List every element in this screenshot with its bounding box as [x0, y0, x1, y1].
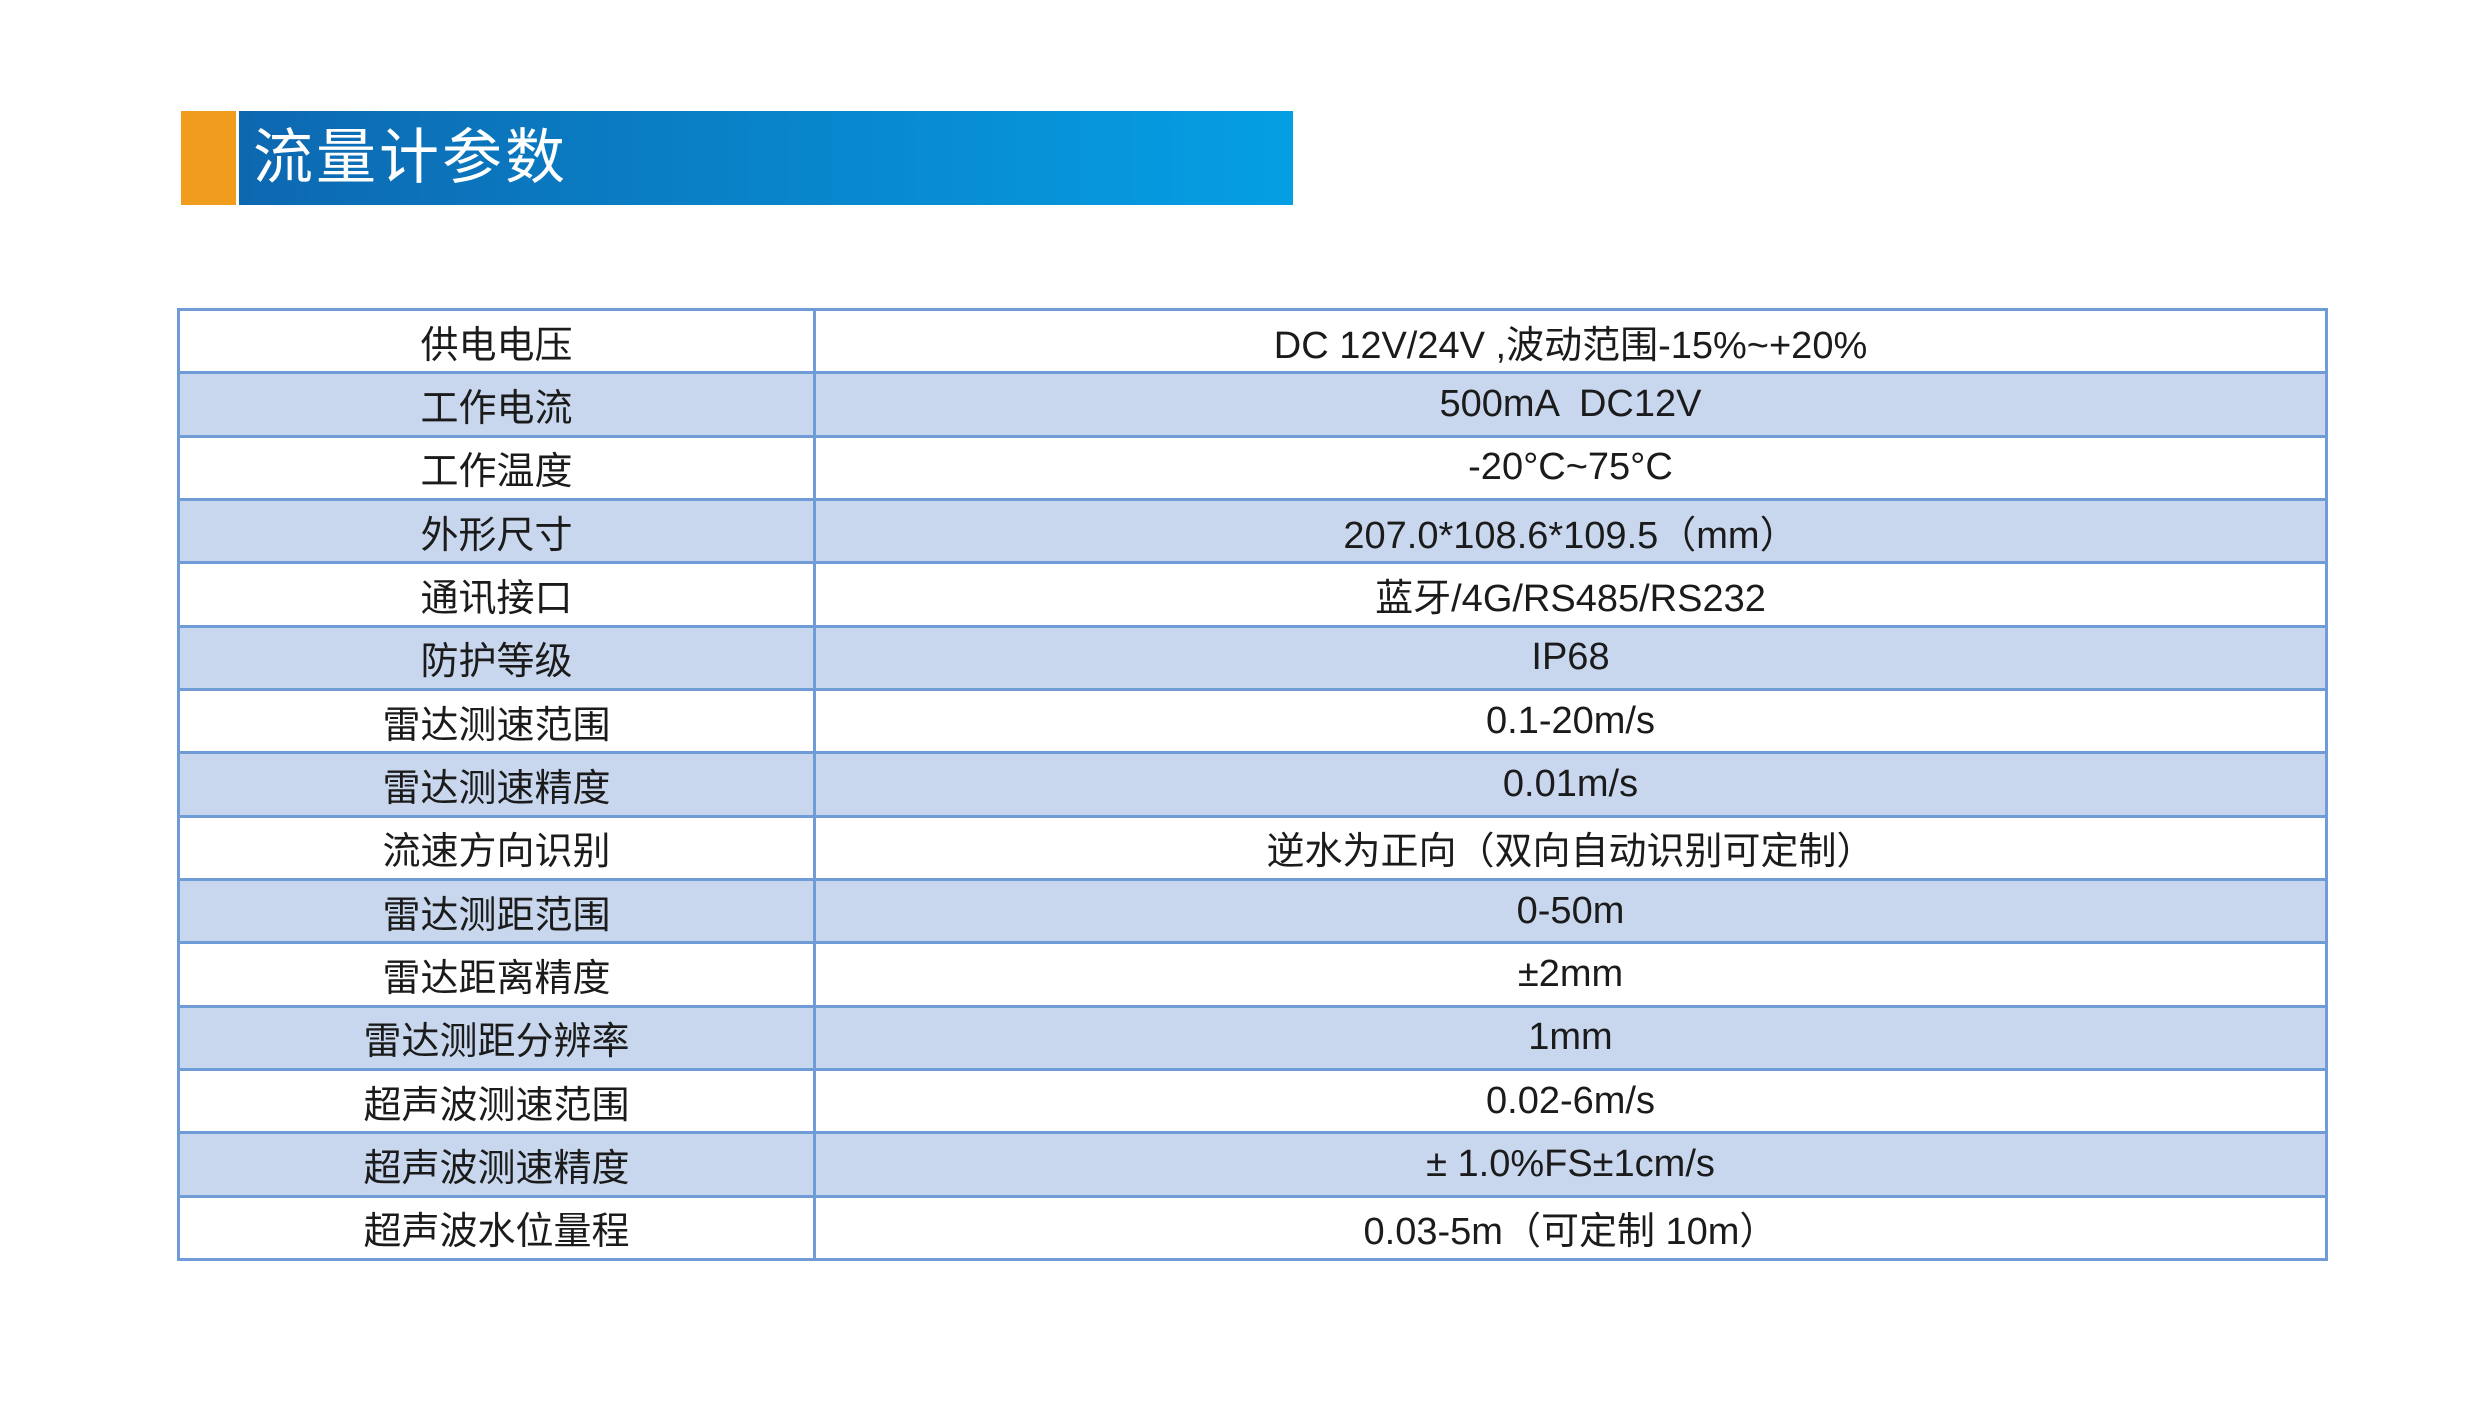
table-row: 雷达测距范围 0-50m: [177, 877, 2328, 945]
spec-table: 供电电压 DC 12V/24V ,波动范围-15%~+20% 工作电流 500mA D…: [177, 307, 2328, 1262]
param-value-cell: 0-50m: [813, 877, 2328, 945]
param-name-cell: 通讯接口: [177, 561, 816, 628]
param-value-cell: 0.1-20m/s: [813, 687, 2328, 755]
param-name-cell: 超声波测速精度: [177, 1131, 816, 1198]
param-value-cell: 蓝牙/4G/RS485/RS232: [813, 561, 2328, 628]
table-row: 工作电流 500mA DC12V: [177, 371, 2328, 438]
param-value-cell: 0.03-5m（可定制 10m）: [813, 1194, 2328, 1262]
section-title-bar: 流量计参数: [239, 111, 1293, 205]
param-value-cell: ±2mm: [813, 941, 2328, 1008]
param-value-cell: 207.0*108.6*109.5（mm）: [813, 497, 2328, 565]
table-row: 雷达测距分辨率 1mm: [177, 1004, 2328, 1071]
param-name-cell: 超声波测速范围: [177, 1067, 816, 1135]
table-row: 雷达距离精度 ±2mm: [177, 941, 2328, 1008]
param-value-cell: ± 1.0%FS±1cm/s: [813, 1131, 2328, 1198]
table-row: 供电电压 DC 12V/24V ,波动范围-15%~+20%: [177, 307, 2328, 375]
spec-table-body: 供电电压 DC 12V/24V ,波动范围-15%~+20% 工作电流 500mA D…: [177, 307, 2328, 1262]
param-value-cell: 500mA DC12V: [813, 371, 2328, 438]
param-name-cell: 防护等级: [177, 624, 816, 691]
table-row: 通讯接口 蓝牙/4G/RS485/RS232: [177, 561, 2328, 628]
table-row: 雷达测速范围 0.1-20m/s: [177, 687, 2328, 755]
param-value-cell: -20°C~75°C: [813, 434, 2328, 501]
param-value-cell: 0.02-6m/s: [813, 1067, 2328, 1135]
param-name-cell: 供电电压: [177, 307, 816, 375]
param-name-cell: 雷达测距范围: [177, 877, 816, 945]
param-value-cell: 0.01m/s: [813, 751, 2328, 818]
param-name-cell: 超声波水位量程: [177, 1194, 816, 1262]
table-row: 工作温度 -20°C~75°C: [177, 434, 2328, 501]
param-value-cell: IP68: [813, 624, 2328, 691]
table-row: 防护等级 IP68: [177, 624, 2328, 691]
table-row: 超声波测速精度 ± 1.0%FS±1cm/s: [177, 1131, 2328, 1198]
param-value-cell: 1mm: [813, 1004, 2328, 1071]
table-row: 超声波测速范围 0.02-6m/s: [177, 1067, 2328, 1135]
table-row: 流速方向识别 逆水为正向（双向自动识别可定制）: [177, 814, 2328, 881]
table-row: 外形尺寸 207.0*108.6*109.5（mm）: [177, 497, 2328, 565]
param-name-cell: 雷达距离精度: [177, 941, 816, 1008]
param-name-cell: 雷达测距分辨率: [177, 1004, 816, 1071]
orange-accent-block: [181, 111, 236, 205]
param-value-cell: DC 12V/24V ,波动范围-15%~+20%: [813, 307, 2328, 375]
param-value-cell: 逆水为正向（双向自动识别可定制）: [813, 814, 2328, 881]
param-name-cell: 工作温度: [177, 434, 816, 501]
section-title: 流量计参数: [253, 124, 568, 191]
param-name-cell: 雷达测速精度: [177, 751, 816, 818]
param-name-cell: 外形尺寸: [177, 497, 816, 565]
table-row: 雷达测速精度 0.01m/s: [177, 751, 2328, 818]
param-name-cell: 工作电流: [177, 371, 816, 438]
table-row: 超声波水位量程 0.03-5m（可定制 10m）: [177, 1194, 2328, 1262]
param-name-cell: 雷达测速范围: [177, 687, 816, 755]
param-name-cell: 流速方向识别: [177, 814, 816, 881]
